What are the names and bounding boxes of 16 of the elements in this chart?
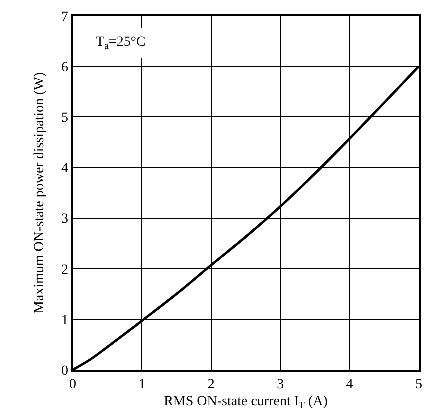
x-tick-label: 3 (277, 378, 284, 393)
y-tick-label: 4 (61, 162, 68, 177)
y-tick-label: 2 (61, 262, 68, 278)
x-tick-label: 2 (208, 378, 215, 393)
y-tick-label: 1 (61, 313, 68, 328)
y-tick-label: 7 (61, 10, 68, 25)
annotation: T$_{a}$=25°C (96, 35, 146, 52)
x-tick-label: 5 (416, 378, 422, 393)
x-tick-label: 1 (138, 378, 146, 393)
y-axis-title: Maximum ON-state power dissipation (W) (32, 72, 48, 314)
x-axis-title: RMS ON-state current I$_{T}$ (A) (164, 394, 328, 412)
x-tick-label: 4 (346, 378, 354, 393)
y-tick-label: 6 (61, 60, 68, 76)
y-tick-label: 3 (61, 212, 68, 228)
y-tick-label: 5 (61, 111, 68, 126)
y-tick-label: 0 (61, 364, 68, 379)
